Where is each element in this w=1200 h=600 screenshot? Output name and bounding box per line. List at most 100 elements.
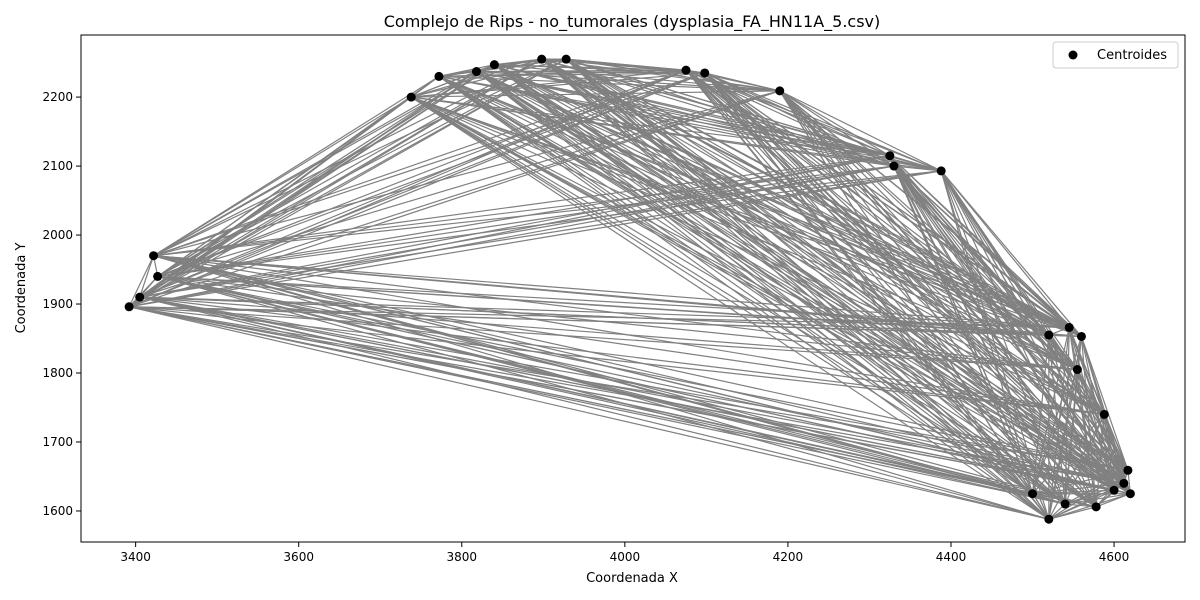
rips-edge [893, 165, 1034, 494]
rips-edge [139, 296, 1049, 520]
rips-edge [541, 58, 1115, 491]
rips-edge [157, 75, 440, 277]
rips-edge [940, 170, 1129, 471]
plot-frame [80, 34, 1186, 543]
x-tick-label: 4000 [610, 550, 641, 564]
rips-edge [1076, 369, 1097, 507]
rips-edge [128, 255, 155, 308]
rips-edge [157, 275, 1105, 415]
centroid-point [153, 271, 163, 281]
rips-edge [410, 75, 440, 98]
y-axis: 1600 1700 1800 1900 2000 2100 2200 [42, 90, 81, 518]
rips-edge [494, 64, 1066, 505]
y-axis-label: Coordenada Y [14, 243, 29, 334]
rips-edge [1032, 469, 1129, 495]
rips-edge [153, 155, 890, 257]
chart-title: Complejo de Rips - no_tumorales (dysplas… [384, 12, 881, 32]
y-tick-label: 1600 [42, 504, 73, 518]
rips-edge [494, 64, 1115, 491]
rips-edge [153, 170, 942, 257]
rips-edge [779, 90, 891, 157]
rips-edge [779, 90, 942, 172]
rips-edge [139, 255, 155, 298]
centroid-point [1044, 514, 1054, 524]
rips-edge [1048, 469, 1129, 520]
centroid-point [936, 166, 946, 176]
centroid-point [1028, 489, 1038, 499]
rips-edge [153, 255, 1033, 495]
rips-edge [940, 170, 1034, 494]
x-tick-label: 3800 [447, 550, 478, 564]
rips-edge [704, 72, 1105, 415]
rips-edge [1032, 413, 1105, 495]
rips-edge [476, 71, 1033, 495]
rips-edge [129, 306, 1105, 415]
centroid-point [885, 151, 895, 161]
rips-edge [438, 75, 1050, 520]
rips-edge [541, 58, 1131, 495]
rips-edge [565, 58, 1066, 505]
rips-edge [541, 58, 1033, 495]
rips-edge [1064, 469, 1129, 505]
x-tick-label: 4400 [936, 550, 967, 564]
rips-edge [704, 72, 1078, 371]
rips-edge [1048, 489, 1115, 520]
rips-edge [779, 90, 1034, 495]
rips-edge [494, 64, 1097, 508]
rips-edge [157, 275, 1033, 495]
centroid-point [537, 54, 547, 64]
rips-edge [128, 306, 1115, 491]
legend-marker [1068, 50, 1078, 60]
centroid-point [1119, 478, 1129, 488]
rips-edge [1076, 369, 1125, 484]
legend-label: Centroides [1097, 48, 1167, 63]
y-tick-label: 1800 [42, 366, 73, 380]
rips-edge [1031, 336, 1083, 494]
centroid-point [135, 292, 145, 302]
rips-edge [565, 58, 1050, 520]
centroid-point [1125, 489, 1135, 499]
rips-edge [893, 165, 942, 172]
rips-edge [1031, 327, 1070, 494]
rips-edge [1031, 369, 1078, 494]
rips-edge [893, 165, 1050, 520]
y-tick-label: 1900 [42, 297, 73, 311]
rips-edges [128, 58, 1131, 520]
rips-edge [1048, 506, 1097, 520]
rips-edge [494, 64, 1050, 520]
rips-edge [940, 170, 1082, 337]
rips-edge [494, 64, 1129, 471]
centroid-point [434, 71, 444, 81]
centroid-point [1109, 485, 1119, 495]
centroid-point [471, 67, 481, 77]
centroid-point [1076, 331, 1086, 341]
centroid-point [149, 251, 159, 261]
centroid-point [1064, 322, 1074, 332]
rips-edge [410, 96, 1115, 491]
rips-edge [410, 96, 1097, 508]
rips-edge [541, 58, 1125, 484]
rips-edge [565, 58, 1097, 508]
x-tick-label: 3400 [120, 550, 151, 564]
centroid-point [1099, 409, 1109, 419]
y-tick-label: 1700 [42, 435, 73, 449]
rips-edge [494, 64, 895, 167]
centroid-point [1044, 330, 1054, 340]
rips-edge [541, 58, 1129, 471]
rips-edge [541, 58, 1066, 505]
rips-edge [541, 58, 942, 172]
centroid-point [775, 86, 785, 96]
rips-edge [893, 165, 1115, 491]
x-tick-label: 4200 [773, 550, 804, 564]
rips-edge [685, 69, 1066, 505]
rips-edge [704, 72, 1050, 336]
rips-edge [128, 90, 780, 308]
rips-edge [704, 72, 1097, 508]
rips-edge [704, 72, 1129, 471]
rips-edge [139, 296, 1033, 495]
rips-edge [1103, 414, 1115, 491]
legend: Centroides [1052, 41, 1179, 69]
rips-edge [438, 75, 1131, 495]
rips-edge [541, 58, 1097, 508]
